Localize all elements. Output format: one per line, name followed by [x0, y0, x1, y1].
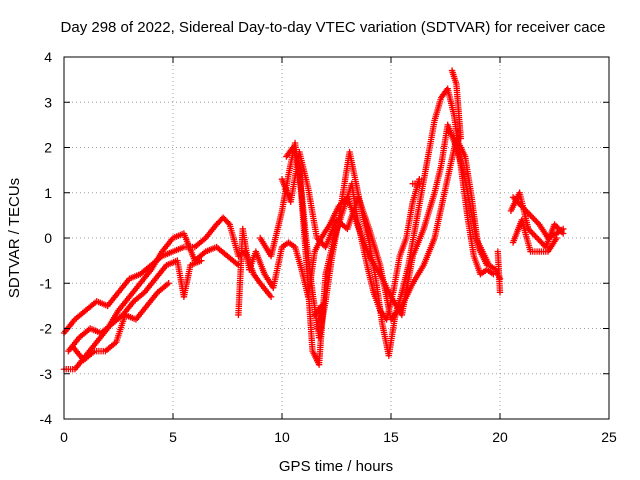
series-trail [66, 258, 203, 353]
y-tick-label: 0 [44, 230, 52, 246]
y-tick-label: 1 [44, 185, 52, 201]
y-tick-label: -2 [40, 321, 53, 337]
y-tick-label: -4 [40, 411, 53, 427]
y-tick-label: -1 [40, 275, 53, 291]
y-tick-label: -3 [40, 366, 53, 382]
data-point [533, 234, 541, 242]
data-point [527, 212, 534, 219]
series-trail [449, 69, 464, 140]
x-tick-label: 10 [274, 429, 290, 445]
x-tick-label: 0 [60, 429, 68, 445]
series-trail [70, 281, 171, 363]
y-axis-label: SDTVAR / TECUs [6, 178, 23, 298]
series-trail [62, 215, 273, 335]
x-tick-label: 15 [383, 429, 399, 445]
axis-ticks [63, 56, 610, 420]
series-trail [312, 304, 325, 330]
series-trail [494, 250, 504, 294]
x-tick-label: 5 [169, 429, 177, 445]
data-points [60, 67, 567, 373]
y-tick-label: 4 [44, 49, 52, 65]
series-trail [411, 180, 421, 187]
y-tick-label: 2 [44, 140, 52, 156]
series-trail [279, 137, 490, 321]
x-tick-label: 25 [601, 429, 617, 445]
x-axis-label: GPS time / hours [279, 458, 393, 475]
series-trail [510, 218, 559, 255]
chart-title: Day 298 of 2022, Sidereal Day-to-day VTE… [61, 19, 606, 36]
series-trail [508, 191, 565, 249]
y-tick-label: 3 [44, 94, 52, 110]
x-tick-label: 20 [492, 429, 508, 445]
series-trail [284, 145, 422, 366]
